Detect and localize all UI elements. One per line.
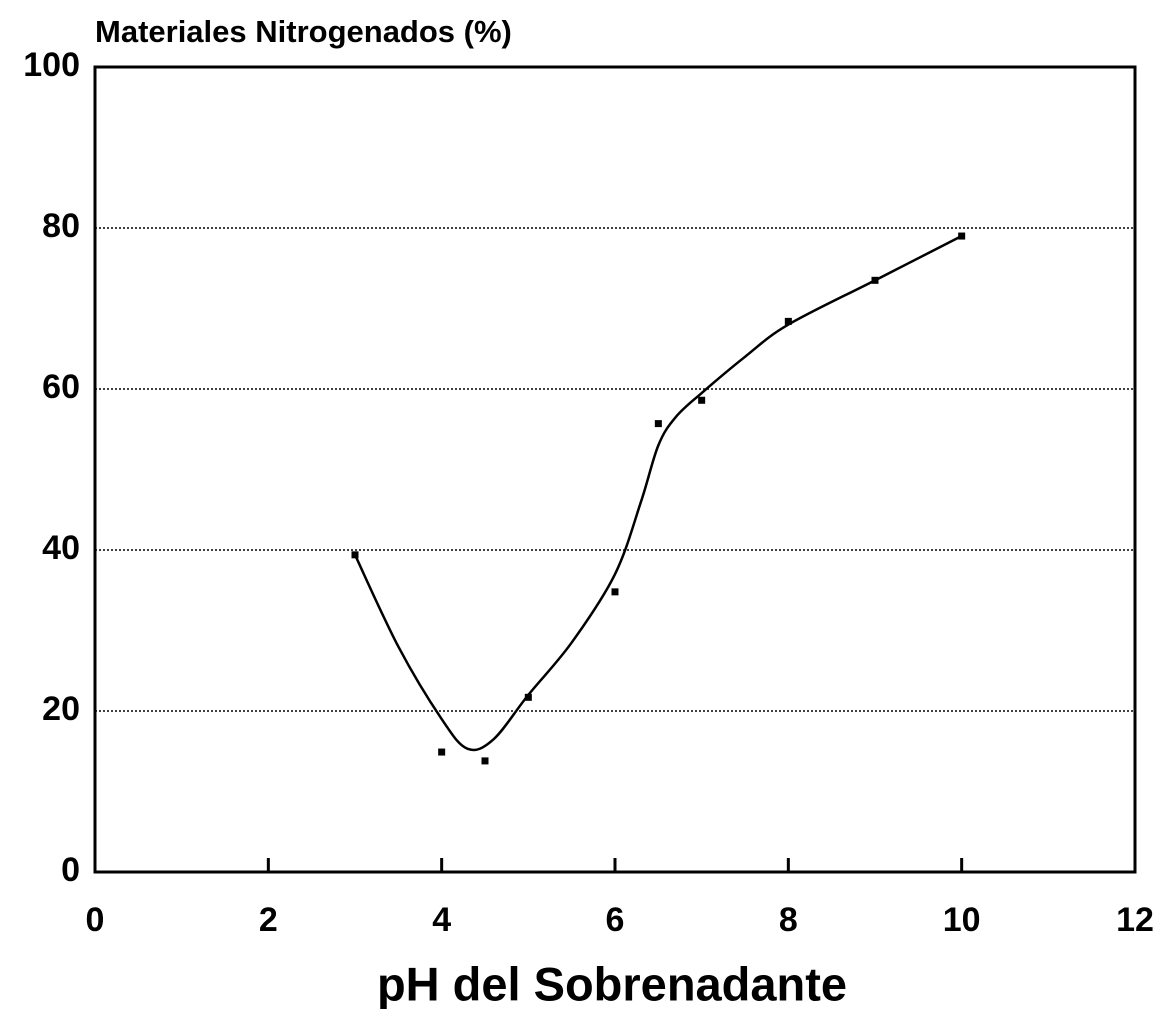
y-tick-label: 80 xyxy=(42,207,80,245)
x-tick-label: 0 xyxy=(86,901,105,939)
x-tick-label: 6 xyxy=(606,901,625,939)
data-point xyxy=(784,317,792,325)
data-point xyxy=(524,693,532,701)
x-tick-label: 12 xyxy=(1116,901,1154,939)
chart-title: Materiales Nitrogenados (%) xyxy=(95,14,512,49)
x-tick-label: 10 xyxy=(943,901,981,939)
y-tick-label: 60 xyxy=(42,368,80,406)
data-point xyxy=(654,420,662,428)
plot-frame xyxy=(93,65,1137,874)
data-point xyxy=(611,588,619,596)
x-tick-label: 8 xyxy=(779,901,798,939)
x-axis-label: pH del Sobrenadante xyxy=(377,957,847,1009)
x-tick-label: 4 xyxy=(432,901,451,939)
y-tick-label: 0 xyxy=(61,851,80,889)
data-point xyxy=(698,396,706,404)
fit-curve xyxy=(353,234,963,752)
y-tick-label: 20 xyxy=(42,690,80,728)
data-point xyxy=(438,748,446,756)
x-tick-label: 2 xyxy=(259,901,278,939)
data-point xyxy=(481,757,489,765)
y-tick-label: 40 xyxy=(42,529,80,567)
y-tick-label: 100 xyxy=(23,46,80,84)
